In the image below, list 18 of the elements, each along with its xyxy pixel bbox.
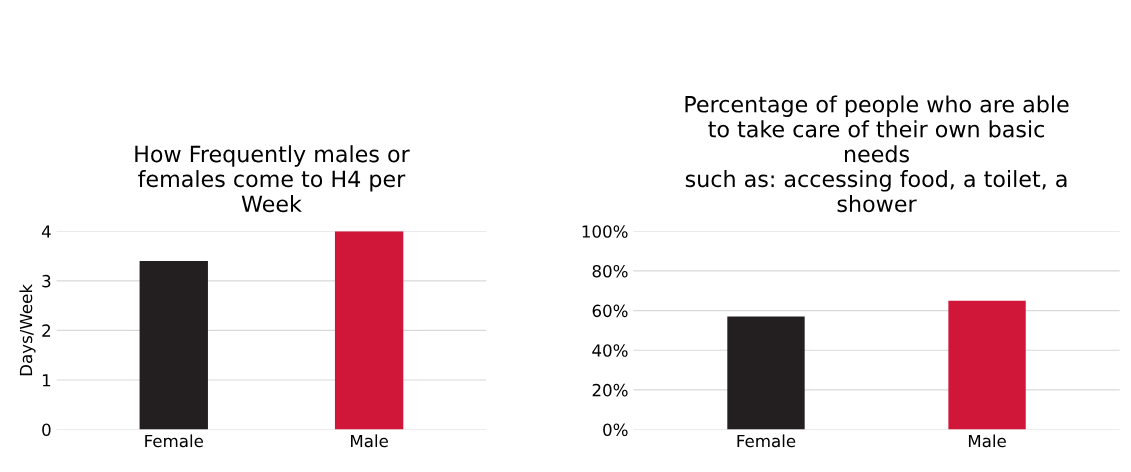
y-tick-label: 80% — [592, 264, 628, 278]
y-tick-label: 0 — [42, 423, 51, 437]
y-tick-label: 60% — [592, 304, 628, 318]
y-tick-label: 100% — [582, 225, 628, 238]
y-tick-label: 3 — [42, 274, 51, 288]
x-tick-label: Female — [737, 434, 796, 448]
y-tick-label: 1 — [42, 374, 51, 387]
chart-title: How Frequently males or females come to H4 per Week — [135, 145, 410, 213]
y-tick-label: 2 — [42, 324, 51, 337]
x-tick-label: Female — [145, 434, 203, 448]
y-axis-title: Days/Week — [19, 284, 36, 376]
y-tick-label: 20% — [592, 383, 628, 397]
y-tick-label: 4 — [41, 225, 51, 238]
y-tick-label: 0% — [603, 423, 628, 437]
x-tick-label: Male — [351, 434, 388, 448]
y-tick-label: 40% — [592, 344, 628, 357]
chart-title: Percentage of people who are able to take care of their own basic needs such as: accessing food, a toilet, a shower — [685, 95, 1069, 213]
x-tick-label: Male — [968, 434, 1006, 448]
